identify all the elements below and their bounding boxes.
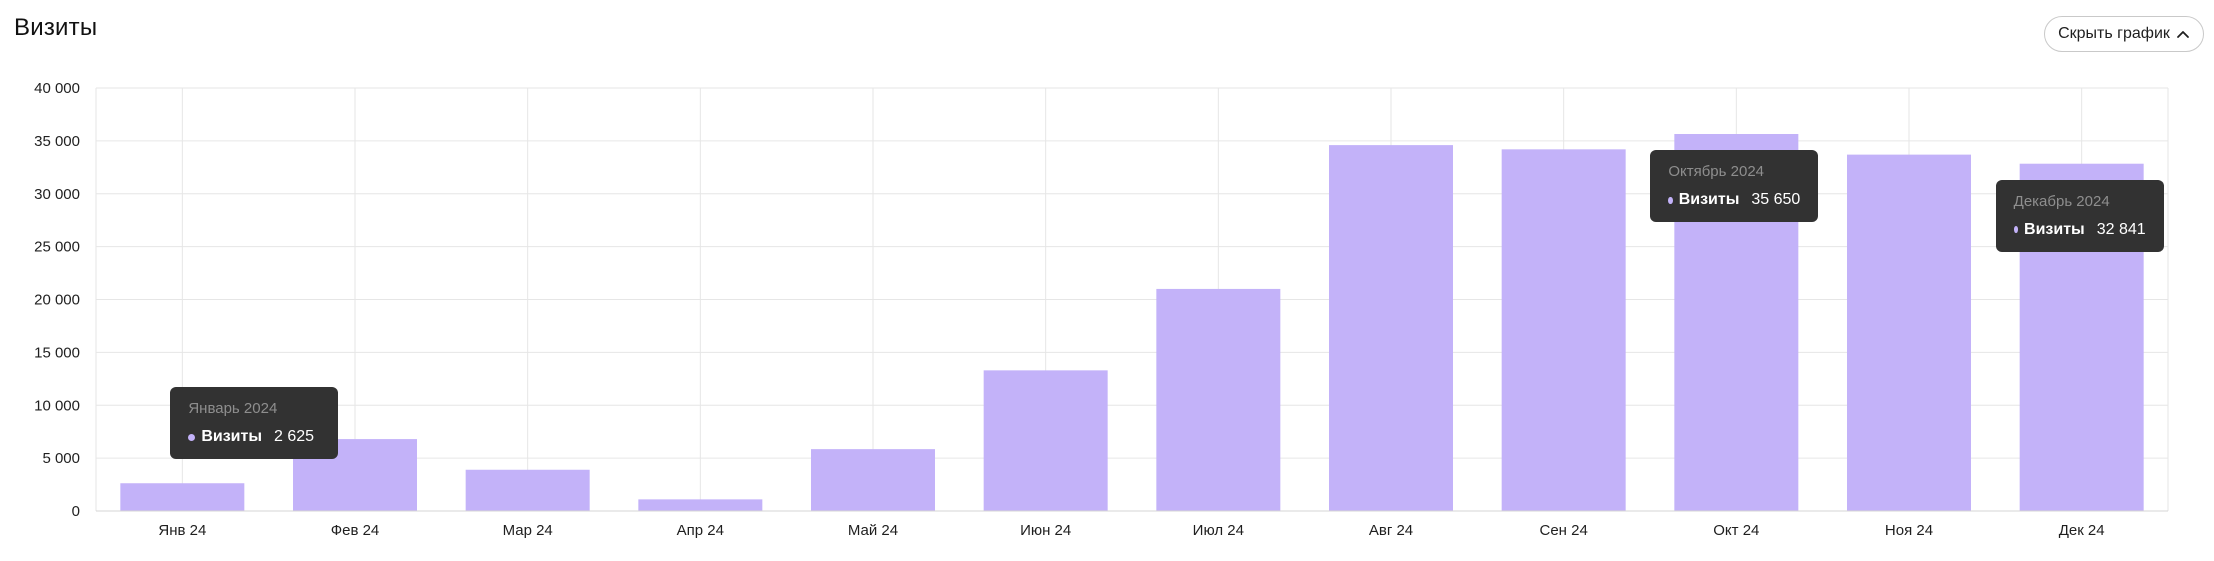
bar-7 (1156, 288, 1281, 511)
x-tick-label: Июн 24 (1020, 522, 1071, 539)
x-tick-label: Июл 24 (1193, 522, 1244, 539)
y-tick-label: 30 000 (34, 186, 80, 203)
tooltip-series-label: Визиты (2024, 220, 2085, 238)
y-tick-label: 40 000 (34, 80, 80, 97)
tooltip-row: Визиты 35 650 (1668, 190, 1800, 210)
x-tick-label: Дек 24 (2059, 522, 2105, 539)
tooltip-value: 32 841 (2096, 220, 2146, 238)
bar-11 (1847, 154, 1971, 511)
tooltip-series-label: Визиты (201, 428, 263, 446)
tooltip-value: 2 625 (274, 428, 315, 446)
x-tick-label: Окт 24 (1713, 522, 1759, 539)
tooltip-title: Январь 2024 (188, 400, 278, 418)
bar-1 (120, 483, 245, 511)
y-tick-label: 15 000 (34, 344, 80, 361)
page-title: Визиты (14, 14, 98, 41)
tooltip-title: Октябрь 2024 (1668, 163, 1765, 180)
series-dot-icon (1668, 196, 1673, 204)
y-tick-label: 0 (72, 503, 80, 520)
bar-9 (1501, 149, 1626, 511)
tooltip: Январь 2024 Визиты 2 625 (170, 387, 339, 460)
x-tick-label: Мар 24 (503, 522, 553, 539)
bar-6 (983, 370, 1108, 511)
tooltip-title: Декабрь 2024 (2013, 192, 2110, 210)
x-tick-label: Янв 24 (158, 522, 206, 539)
y-tick-label: 5 000 (42, 450, 80, 467)
chevron-up-icon (2176, 29, 2190, 39)
bar-8 (1329, 145, 1453, 512)
tooltip-row: Визиты 2 625 (188, 427, 320, 447)
tooltip: Октябрь 2024 Визиты 35 650 (1650, 150, 1819, 222)
bar-3 (465, 469, 590, 511)
bar-5 (811, 449, 935, 511)
x-tick-label: Сен 24 (1540, 522, 1588, 539)
tooltip: Декабрь 2024 Визиты 32 841 (1995, 179, 2164, 252)
x-tick-label: Фев 24 (331, 522, 380, 539)
series-dot-icon (2013, 226, 2019, 234)
x-tick-label: Ноя 24 (1885, 522, 1933, 539)
x-tick-label: Авг 24 (1369, 522, 1413, 539)
bar-4 (638, 499, 763, 511)
hide-chart-label: Скрыть график (2058, 25, 2170, 42)
y-tick-label: 25 000 (34, 239, 80, 256)
y-tick-label: 35 000 (34, 133, 80, 150)
series-dot-icon (188, 433, 196, 441)
x-tick-label: Май 24 (848, 522, 898, 539)
tooltip-series-label: Визиты (1678, 191, 1740, 208)
y-tick-label: 20 000 (34, 292, 80, 309)
tooltip-value: 35 650 (1751, 191, 1801, 208)
x-tick-label: Апр 24 (677, 522, 724, 539)
hide-chart-button[interactable]: Скрыть график (2044, 16, 2204, 52)
tooltip-row: Визиты 32 841 (2013, 220, 2146, 240)
y-tick-label: 10 000 (34, 397, 80, 414)
